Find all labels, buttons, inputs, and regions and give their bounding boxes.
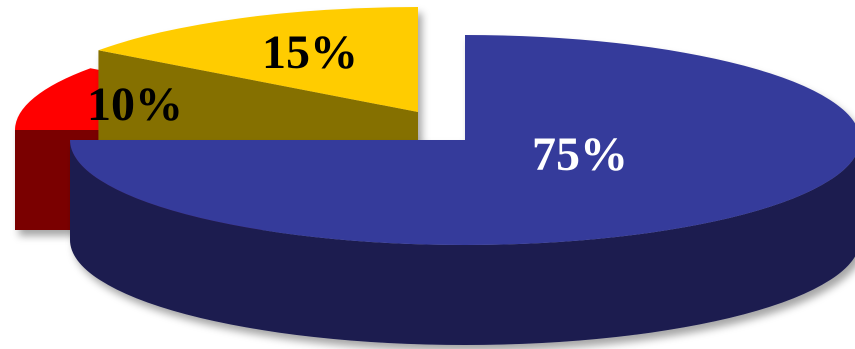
pie-slice-label-75: 75% <box>532 128 628 181</box>
pie-slice-75-top <box>70 35 855 245</box>
pie-slice-15-top <box>98 6 418 112</box>
pie-slice-label-10: 10% <box>87 78 183 131</box>
pie-slice-75-side <box>70 140 855 345</box>
pie-slice-label-15: 15% <box>262 26 358 79</box>
pie-slice-75 <box>70 35 855 345</box>
